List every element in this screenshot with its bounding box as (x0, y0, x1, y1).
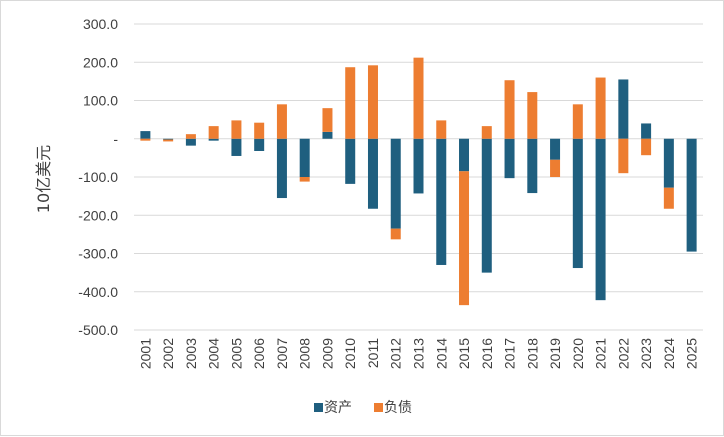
bar-liabilities-2014 (436, 120, 447, 139)
x-tick-label: 2009 (319, 338, 335, 369)
bar-liabilities-2023 (641, 138, 652, 156)
y-tick-label: 300.0 (83, 16, 118, 32)
legend-label-liabilities: 负债 (384, 400, 412, 416)
bar-liabilities-2003 (185, 134, 196, 139)
bar-assets-2015 (459, 138, 470, 172)
x-tick-label: 2025 (684, 338, 700, 369)
bar-assets-2023 (641, 123, 652, 139)
x-tick-label: 2002 (160, 338, 176, 369)
x-tick-label: 2011 (365, 338, 381, 368)
bar-assets-2003 (185, 138, 196, 146)
x-tick-label: 2001 (137, 338, 153, 369)
y-tick-label: -200.0 (78, 207, 118, 223)
bar-liabilities-2012 (390, 228, 401, 240)
x-tick-label: 2022 (615, 338, 631, 369)
bar-assets-2006 (254, 138, 265, 151)
legend-swatch-assets (314, 403, 323, 412)
bar-assets-2016 (481, 138, 492, 273)
legend: 资产 负债 (314, 400, 412, 416)
bar-liabilities-2008 (299, 177, 310, 182)
x-tick-label: 2020 (570, 338, 586, 369)
bars (140, 57, 697, 306)
bar-liabilities-2007 (276, 104, 287, 139)
bar-assets-2019 (550, 138, 561, 160)
bar-assets-2007 (276, 138, 287, 199)
bar-liabilities-2002 (163, 139, 174, 142)
x-tick-label: 2023 (638, 338, 654, 369)
x-tick-label: 2008 (297, 338, 313, 369)
x-tick-label: 2014 (433, 338, 449, 369)
bar-liabilities-2010 (345, 67, 356, 139)
y-axis-ticks: 300.0 200.0 100.0 - -100.0 -200.0 -300.0 -400.0… (78, 16, 118, 338)
y-tick-label: 200.0 (83, 54, 118, 70)
bar-liabilities-2020 (572, 104, 583, 139)
x-tick-label: 2003 (183, 338, 199, 369)
bar-assets-2009 (322, 131, 333, 139)
y-axis-label: 10亿美元 (34, 145, 53, 213)
bar-assets-2021 (595, 138, 606, 301)
bar-liabilities-2009 (322, 108, 333, 132)
x-tick-label: 2007 (274, 338, 290, 369)
x-tick-label: 2012 (388, 338, 404, 369)
legend-label-assets: 资产 (324, 400, 352, 416)
bar-liabilities-2001 (140, 138, 151, 141)
x-tick-label: 2013 (411, 338, 427, 369)
bar-assets-2012 (390, 138, 401, 229)
legend-swatch-liabilities (374, 403, 383, 412)
bar-liabilities-2024 (663, 187, 674, 209)
bar-liabilities-2011 (367, 65, 378, 139)
x-tick-label: 2024 (661, 338, 677, 369)
x-tick-label: 2017 (502, 338, 518, 369)
bar-assets-2008 (299, 138, 310, 177)
x-tick-label: 2010 (342, 338, 358, 369)
x-tick-label: 2019 (547, 338, 563, 369)
x-tick-label: 2021 (593, 338, 609, 369)
bar-liabilities-2016 (481, 126, 492, 139)
bar-assets-2010 (345, 138, 356, 184)
bar-liabilities-2005 (231, 120, 242, 139)
bar-liabilities-2019 (550, 159, 561, 177)
bar-assets-2020 (572, 138, 583, 269)
y-tick-label: -100.0 (78, 169, 118, 185)
x-tick-label: 2015 (456, 338, 472, 369)
bar-liabilities-2015 (459, 171, 470, 306)
bar-liabilities-2022 (618, 138, 629, 174)
bar-assets-2022 (618, 79, 629, 139)
bar-assets-2013 (413, 138, 424, 194)
bar-assets-2001 (140, 131, 151, 139)
bar-assets-2018 (527, 138, 538, 194)
bar-assets-2011 (367, 138, 378, 209)
bar-assets-2004 (208, 138, 219, 141)
bar-assets-2025 (686, 138, 697, 252)
bar-assets-2017 (504, 138, 515, 179)
x-tick-label: 2005 (228, 338, 244, 369)
y-tick-label: -300.0 (78, 246, 118, 262)
y-tick-label: -500.0 (78, 322, 118, 338)
bar-assets-2024 (663, 138, 674, 188)
x-axis-ticks: 2001 2002 2003 2004 2005 2006 2007 2008 2009 2010… (137, 338, 699, 369)
y-tick-label: - (113, 131, 118, 147)
bar-assets-2002 (163, 138, 174, 140)
x-tick-label: 2016 (479, 338, 495, 369)
x-tick-label: 2006 (251, 338, 267, 369)
bar-liabilities-2017 (504, 80, 515, 139)
x-tick-label: 2004 (206, 338, 222, 369)
bar-assets-2005 (231, 138, 242, 156)
bar-liabilities-2021 (595, 77, 606, 139)
bar-liabilities-2018 (527, 92, 538, 139)
x-tick-label: 2018 (524, 338, 540, 369)
y-tick-label: 100.0 (83, 93, 118, 109)
bar-assets-2014 (436, 138, 447, 265)
bar-liabilities-2004 (208, 126, 219, 139)
y-tick-label: -400.0 (78, 284, 118, 300)
bar-liabilities-2006 (254, 122, 265, 139)
bar-liabilities-2013 (413, 57, 424, 139)
